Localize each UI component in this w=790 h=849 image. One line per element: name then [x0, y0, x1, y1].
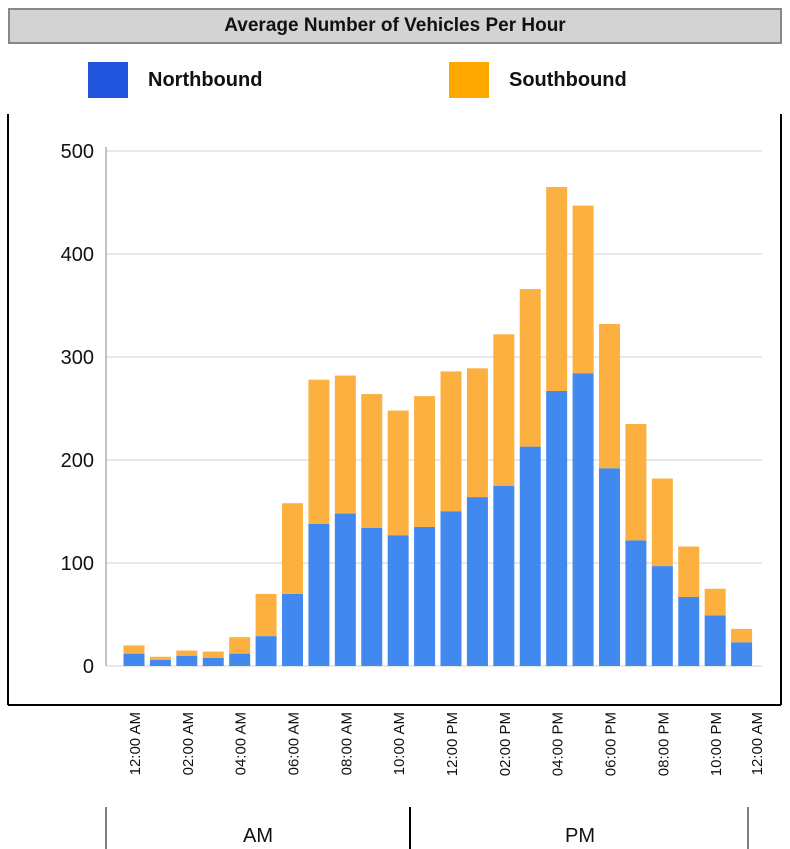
bar-northbound-17 [572, 373, 594, 666]
x-tick-label-1: 02:00 AM [180, 712, 197, 775]
bar-northbound-1 [149, 659, 171, 666]
bar-southbound-13 [466, 368, 488, 498]
x-tick-label-4: 08:00 AM [338, 712, 355, 775]
bar-southbound-5 [255, 593, 277, 637]
bar-northbound-18 [599, 468, 620, 666]
bar-southbound-12 [440, 371, 462, 512]
bar-southbound-23 [731, 628, 753, 643]
x-tick-label-10: 08:00 PM [655, 712, 672, 776]
bar-northbound-9 [361, 527, 383, 666]
legend-swatch-southbound [449, 62, 489, 98]
bar-southbound-3 [202, 651, 224, 658]
bar-southbound-17 [572, 205, 594, 374]
bar-southbound-20 [651, 478, 673, 567]
bar-northbound-15 [519, 446, 541, 666]
bar-southbound-6 [282, 503, 303, 594]
x-tick-label-6: 12:00 PM [444, 712, 461, 776]
x-tick-label-9: 06:00 PM [603, 712, 620, 776]
bar-northbound-14 [493, 485, 515, 666]
bar-northbound-16 [546, 390, 568, 666]
bar-southbound-11 [414, 396, 436, 527]
x-tick-label-12: 12:00 AM [749, 712, 766, 775]
bar-southbound-21 [678, 546, 700, 597]
x-tick-label-0: 12:00 AM [127, 712, 144, 775]
bar-southbound-9 [361, 394, 383, 528]
bar-southbound-19 [625, 423, 647, 541]
bar-southbound-18 [599, 324, 620, 469]
legend-item-southbound: Southbound [449, 62, 627, 98]
bar-northbound-5 [255, 636, 277, 666]
bar-northbound-12 [440, 511, 462, 666]
x-tick-label-7: 02:00 PM [497, 712, 514, 776]
bar-northbound-23 [731, 642, 753, 666]
x-tick-label-3: 06:00 AM [286, 712, 303, 775]
y-tick-label-400: 400 [61, 244, 94, 266]
x-tick-label-8: 04:00 PM [550, 712, 567, 776]
bar-northbound-4 [229, 653, 251, 666]
bar-southbound-4 [229, 637, 251, 654]
legend-item-northbound: Northbound [88, 62, 262, 98]
bar-northbound-20 [651, 566, 673, 666]
bar-northbound-7 [308, 523, 330, 666]
bar-southbound-16 [546, 187, 568, 391]
bar-northbound-8 [334, 513, 356, 666]
x-tick-label-5: 10:00 AM [391, 712, 408, 775]
legend-swatch-northbound [88, 62, 128, 98]
bar-northbound-13 [466, 497, 488, 666]
x-tick-label-2: 04:00 AM [233, 712, 250, 775]
bar-northbound-0 [123, 653, 145, 666]
y-tick-label-0: 0 [83, 656, 94, 678]
y-tick-label-200: 200 [61, 450, 94, 472]
chart-title: Average Number of Vehicles Per Hour [8, 8, 782, 44]
bar-northbound-21 [678, 596, 700, 666]
bar-southbound-22 [704, 588, 726, 616]
bar-southbound-8 [334, 375, 356, 514]
bar-northbound-2 [176, 655, 198, 666]
bar-southbound-7 [308, 379, 330, 524]
bar-northbound-11 [414, 526, 436, 666]
bar-southbound-10 [387, 410, 409, 536]
bar-southbound-14 [493, 334, 515, 486]
bar-northbound-3 [202, 657, 224, 666]
y-tick-label-100: 100 [61, 553, 94, 575]
bar-southbound-1 [149, 656, 171, 660]
y-tick-label-300: 300 [61, 347, 94, 369]
bar-northbound-22 [704, 615, 726, 666]
bar-northbound-6 [282, 593, 303, 666]
bar-northbound-10 [387, 535, 409, 666]
bar-southbound-2 [176, 650, 198, 656]
x-tick-label-11: 10:00 PM [708, 712, 725, 776]
bar-southbound-0 [123, 645, 145, 654]
legend-label-northbound: Northbound [148, 68, 263, 91]
bar-northbound-19 [625, 540, 647, 666]
group-label-pm: PM [565, 825, 595, 847]
bar-southbound-15 [519, 289, 541, 447]
y-tick-label-500: 500 [61, 141, 94, 163]
legend-label-southbound: Southbound [509, 68, 627, 91]
group-label-am: AM [243, 825, 273, 847]
